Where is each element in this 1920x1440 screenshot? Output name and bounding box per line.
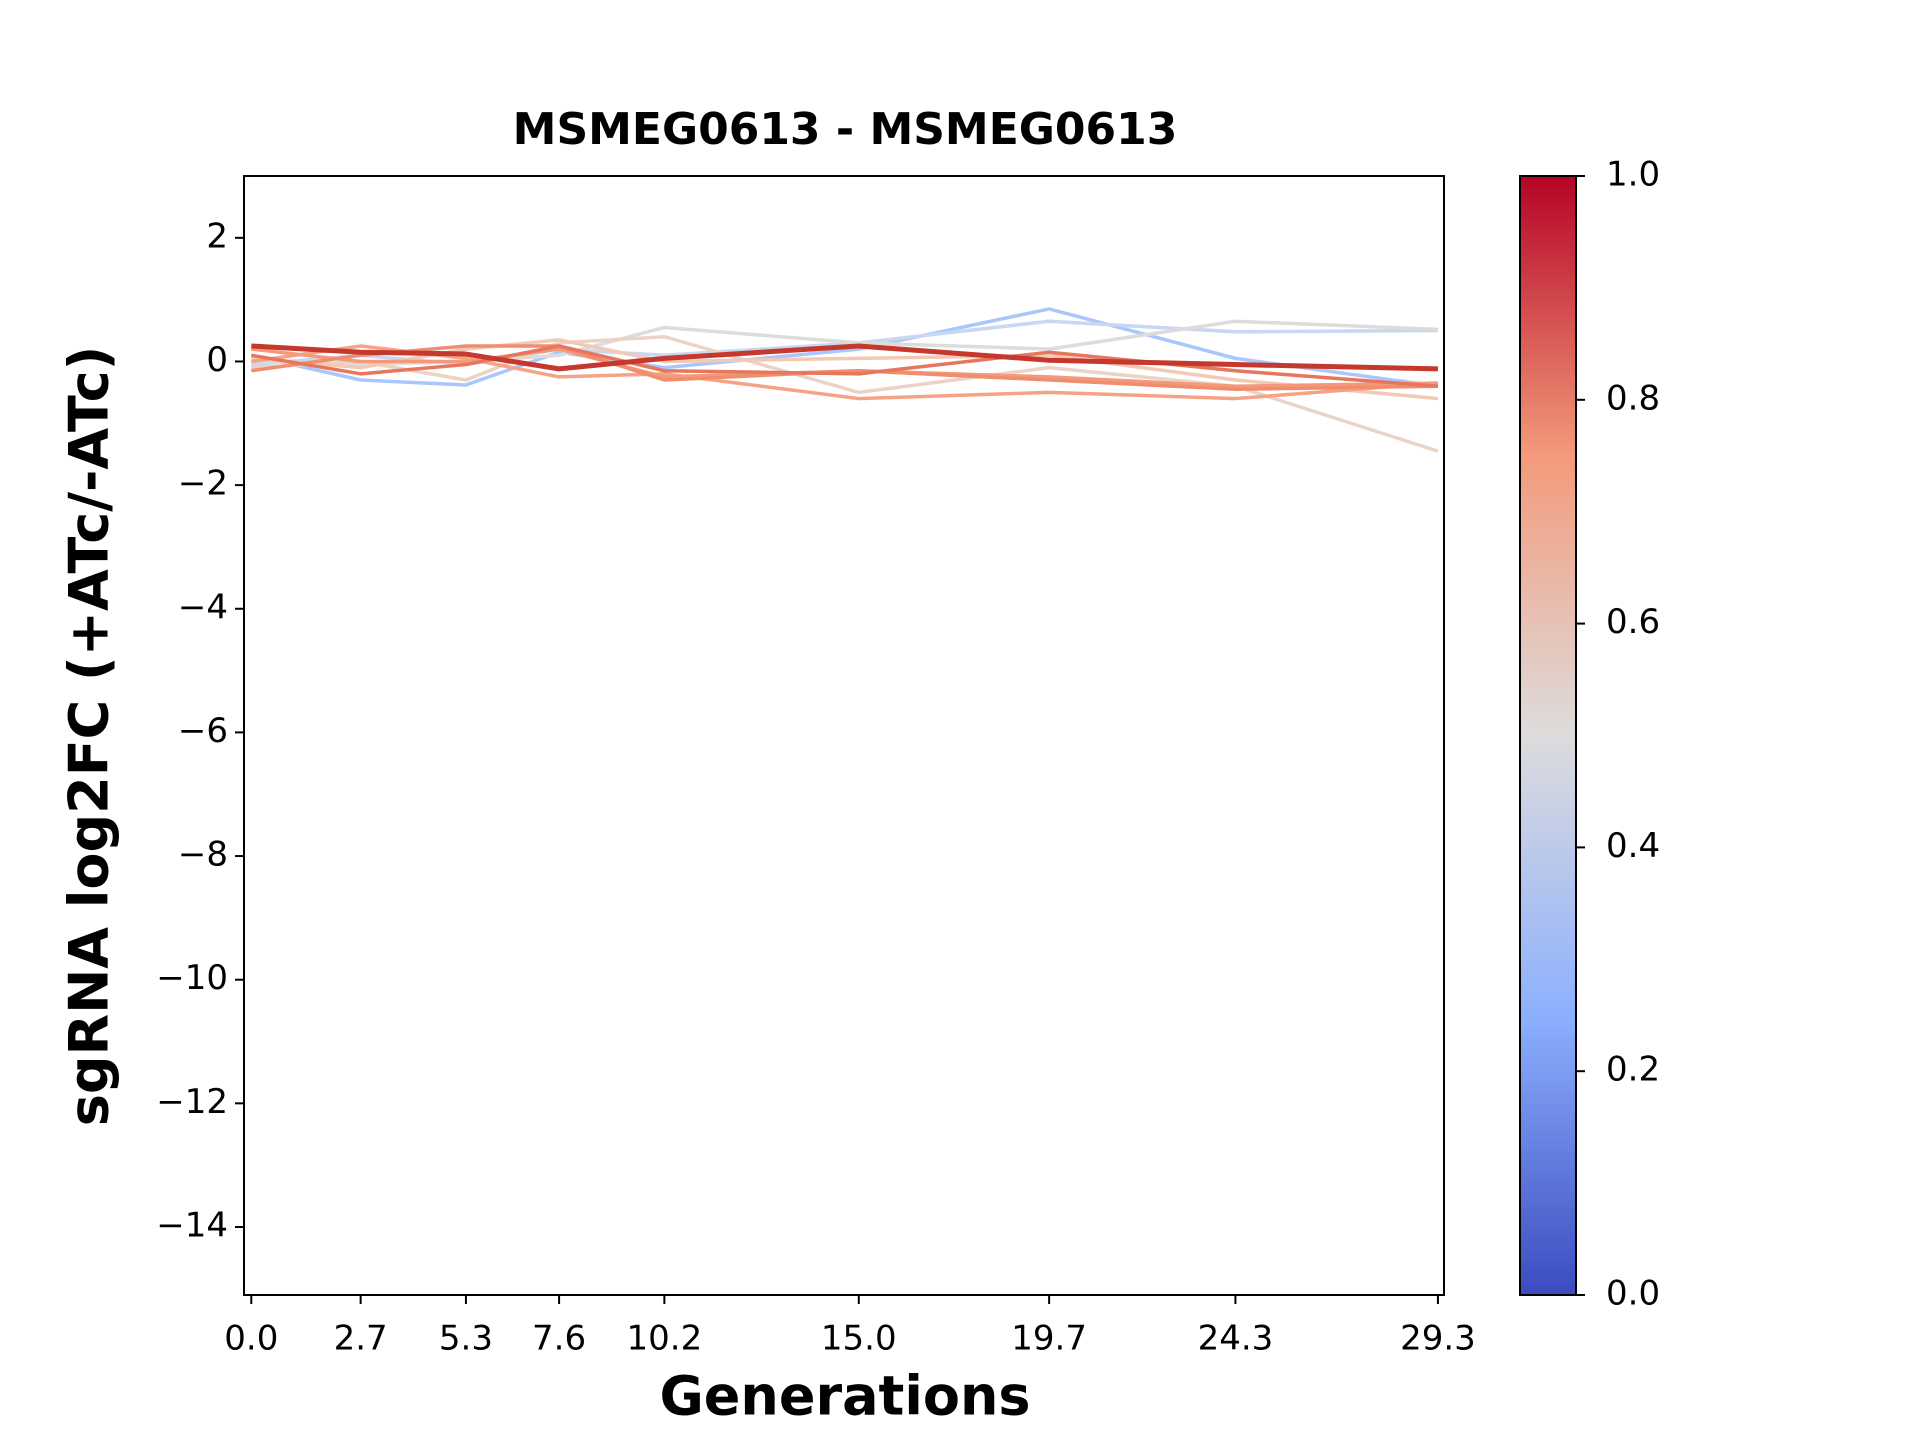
x-axis-label: Generations (659, 1365, 1030, 1428)
y-axis-label: sgRNA log2FC (+ATc/-ATc) (58, 346, 121, 1127)
series-line (251, 334, 1439, 453)
series-line (251, 343, 1438, 372)
colorbar (1519, 175, 1577, 1296)
series-line (251, 347, 1438, 388)
y-tick-label: −6 (178, 711, 228, 751)
x-tick-label: 2.7 (334, 1319, 388, 1359)
x-tick-label: 29.3 (1400, 1319, 1476, 1359)
chart-title: MSMEG0613 - MSMEG0613 (513, 104, 1178, 155)
y-tick-label: −14 (156, 1205, 228, 1245)
colorbar-tick-label: 0.6 (1606, 602, 1660, 642)
x-tick-label: 5.3 (439, 1319, 493, 1359)
colorbar-tick-label: 1.0 (1606, 155, 1660, 195)
colorbar-tick-label: 0.8 (1606, 378, 1660, 418)
x-tick-label: 15.0 (821, 1319, 897, 1359)
y-tick-label: −2 (178, 464, 228, 504)
series-line (251, 319, 1438, 367)
x-tick-label: 7.6 (532, 1319, 586, 1359)
y-tick-label: −10 (156, 958, 228, 998)
colorbar-tick-label: 0.2 (1606, 1050, 1660, 1090)
y-tick-label: 0 (206, 340, 228, 380)
x-tick-label: 0.0 (224, 1319, 278, 1359)
x-tick-label: 19.7 (1011, 1319, 1087, 1359)
series-line (250, 307, 1439, 388)
colorbar-tick-label: 0.0 (1606, 1274, 1660, 1314)
y-tick-label: 2 (206, 216, 228, 256)
y-tick-label: −8 (178, 835, 228, 875)
x-tick-label: 10.2 (627, 1319, 703, 1359)
x-tick-label: 24.3 (1198, 1319, 1274, 1359)
y-tick-label: −12 (156, 1082, 228, 1122)
colorbar-tick-label: 0.4 (1606, 826, 1660, 866)
plot-frame (243, 175, 1445, 1296)
series-line (251, 319, 1438, 367)
series-line (251, 344, 1439, 401)
y-tick-label: −4 (178, 587, 228, 627)
